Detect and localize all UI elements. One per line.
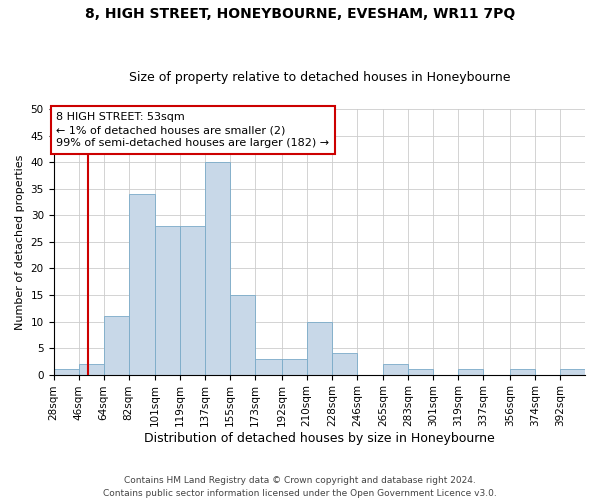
Bar <box>205 162 230 374</box>
Bar <box>332 354 357 374</box>
Bar <box>104 316 128 374</box>
Bar <box>180 226 205 374</box>
Bar <box>79 364 104 374</box>
Bar <box>155 226 180 374</box>
Bar <box>307 322 332 374</box>
Bar <box>281 358 307 374</box>
Bar <box>128 194 155 374</box>
Title: Size of property relative to detached houses in Honeybourne: Size of property relative to detached ho… <box>128 72 510 85</box>
Bar <box>230 295 255 374</box>
Text: 8, HIGH STREET, HONEYBOURNE, EVESHAM, WR11 7PQ: 8, HIGH STREET, HONEYBOURNE, EVESHAM, WR… <box>85 8 515 22</box>
Bar <box>53 370 79 374</box>
X-axis label: Distribution of detached houses by size in Honeybourne: Distribution of detached houses by size … <box>144 432 494 445</box>
Bar <box>255 358 281 374</box>
Bar <box>458 370 484 374</box>
Bar <box>510 370 535 374</box>
Bar <box>383 364 409 374</box>
Bar <box>409 370 433 374</box>
Text: Contains HM Land Registry data © Crown copyright and database right 2024.
Contai: Contains HM Land Registry data © Crown c… <box>103 476 497 498</box>
Y-axis label: Number of detached properties: Number of detached properties <box>15 154 25 330</box>
Bar <box>560 370 585 374</box>
Text: 8 HIGH STREET: 53sqm
← 1% of detached houses are smaller (2)
99% of semi-detache: 8 HIGH STREET: 53sqm ← 1% of detached ho… <box>56 112 329 148</box>
